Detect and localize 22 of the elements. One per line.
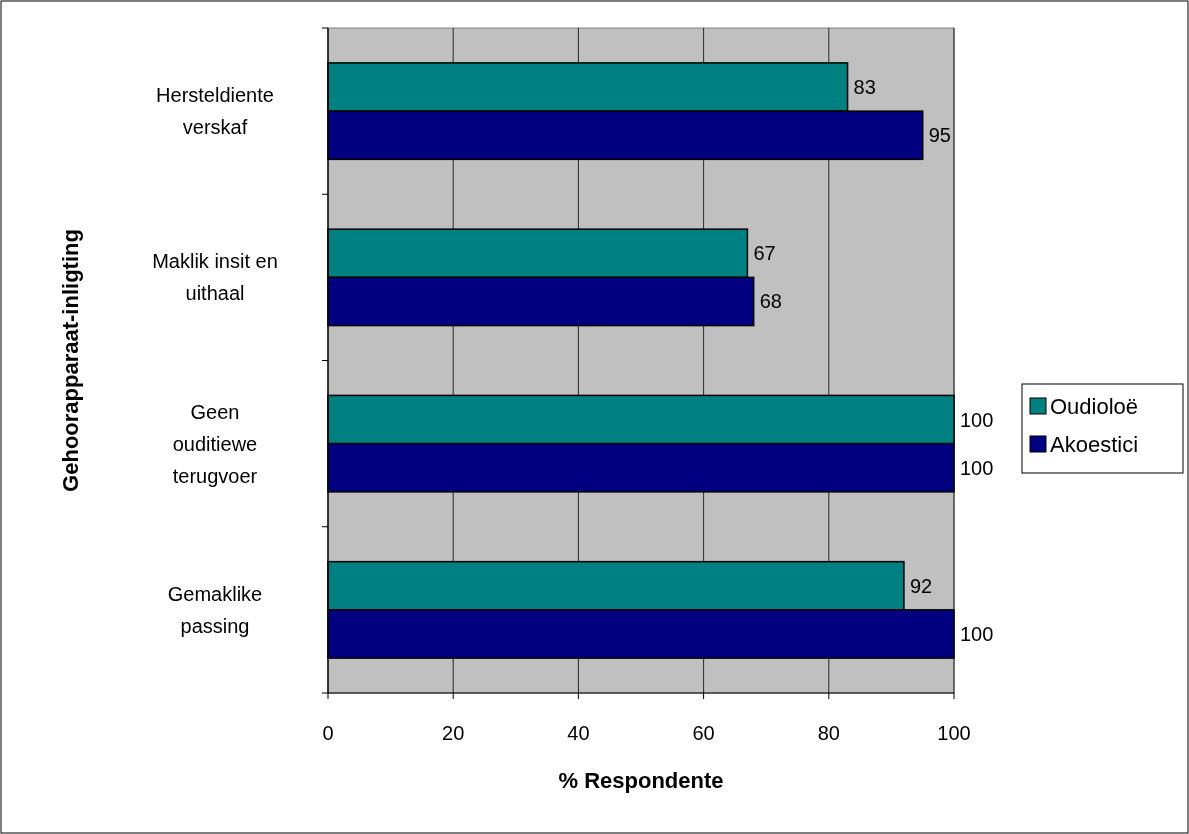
data-label: 100 [960,622,994,645]
y-axis-title: Gehoorapparaat-inligting [58,229,83,492]
x-axis-title: % Respondente [558,768,724,793]
legend-label: Oudioloë [1050,394,1139,419]
x-tick-label: 20 [442,722,465,744]
data-label: 92 [909,574,933,597]
x-tick-label: 0 [322,722,334,744]
data-label: 83 [853,76,876,99]
x-tick-label: 40 [567,722,590,744]
legend-label: Akoestici [1050,432,1139,457]
x-tick-label: 80 [817,722,840,744]
x-tick-label: 100 [937,722,971,744]
data-label: 68 [759,290,782,313]
data-label: 95 [928,124,951,147]
y-tick-label: Maklik insit en uithaal [152,250,278,305]
data-label: 100 [960,456,994,479]
data-label: 67 [753,242,776,265]
x-tick-label: 60 [692,722,715,744]
y-tick-label: Hersteldiente verskaf [156,84,274,139]
data-label: 100 [960,408,994,431]
y-tick-label: Geen ouditiewe terugvoer [172,400,258,487]
y-tick-label: Gemaklike passing [167,582,263,637]
